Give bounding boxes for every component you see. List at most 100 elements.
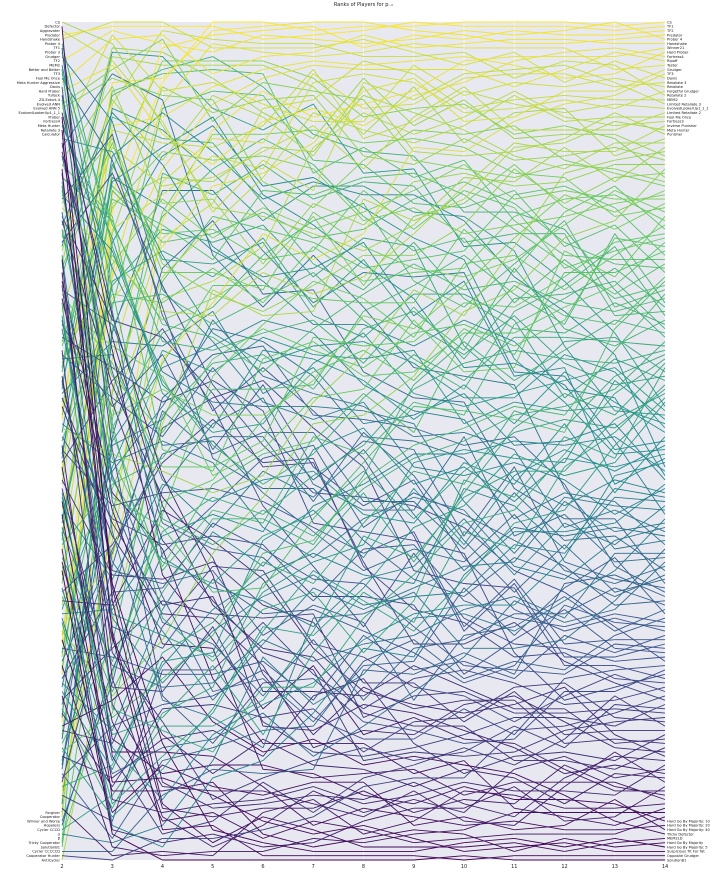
player-rank-line [61,233,666,434]
player-label: Cooperator Hunter [26,854,60,858]
player-label: Forgetful Grudger [667,89,699,93]
player-rank-line [61,138,666,429]
player-rank-line [61,565,666,744]
player-rank-line [61,272,666,848]
player-rank-line [61,216,666,701]
player-label: MEM2LD [667,837,683,841]
player-rank-line [61,125,666,433]
player-label: Aggravater [40,29,61,33]
player-rank-line [61,656,666,835]
player-rank-line [61,501,666,844]
player-label: α [58,832,61,836]
player-rank-line [61,21,666,420]
player-rank-line [61,479,665,736]
player-rank-line [61,354,666,788]
player-rank-line [61,38,666,183]
player-rank-line [61,194,666,433]
x-axis-ticks: 2 3 4 5 6 7 8 9 10 11 12 13 14 [60,864,668,870]
x-tick-label: 11 [511,864,517,870]
player-label: Opposite Grudger [667,854,700,858]
player-rank-line [61,185,666,848]
player-rank-line [61,186,666,723]
player-rank-line [61,445,666,813]
player-rank-line [61,422,666,581]
player-rank-line [61,73,666,627]
player-rank-line [61,522,666,679]
player-rank-line [62,574,666,852]
player-rank-line [61,212,666,749]
player-rank-line [61,86,666,658]
player-rank-line [61,116,666,455]
player-label: CS [667,20,673,24]
player-rank-line [61,393,666,831]
player-rank-line [61,163,666,364]
x-tick-label: 10 [461,864,467,870]
player-rank-line [61,349,666,663]
player-rank-line [61,289,666,584]
player-rank-line [61,21,666,62]
player-label: Retaliate [667,85,684,89]
player-rank-line [61,47,666,745]
player-rank-line [61,444,666,826]
player-rank-line [61,181,666,541]
player-rank-line [61,245,666,442]
player-label: Hard Prober [39,89,61,93]
x-tick-label: 4 [161,864,164,870]
player-label: Forgiver [45,811,60,815]
player-rank-line [61,155,666,628]
player-label: SolutionB1 [667,858,686,862]
player-rank-line [61,220,666,744]
player-rank-line [61,129,665,861]
player-label: Tricky Defector [666,832,694,836]
player-rank-line [61,69,666,511]
player-rank-line [61,172,666,347]
player-rank-line [61,548,666,848]
player-rank-line [61,47,666,166]
player-rank-line [61,315,666,658]
player-label: Suspicious Tit For Tat [667,850,705,854]
player-rank-line [61,436,666,732]
player-rank-line [61,427,666,615]
player-label: Prober 4 [667,38,683,42]
x-tick-label: 13 [612,864,618,870]
player-rank-line [61,431,666,705]
player-label: Predator [667,33,683,37]
player-label: Cooperator [40,815,61,819]
player-label: Meta Hunter [38,124,61,128]
player-rank-line [61,151,665,792]
left-player-labels: CSDefectorAggravaterPredatorHandshakePro… [17,20,61,862]
player-label: Winner and Worse [27,819,61,823]
player-rank-line [61,336,666,610]
player-rank-line [61,345,666,761]
player-rank-line [61,229,666,585]
player-label: TF2 [666,29,674,33]
player-label: Tester [666,63,678,67]
player-rank-line [61,172,666,662]
player-label: Prober 4 [45,42,61,46]
player-label: Limited Retaliate 2 [667,111,701,115]
player-rank-line [61,320,666,701]
player-rank-line [61,30,666,213]
player-label: Handshake [40,38,61,42]
player-rank-line [61,514,665,852]
player-rank-line [61,350,666,835]
rank-lines [61,21,666,861]
player-rank-line [61,410,666,662]
player-rank-line [61,185,666,580]
player-rank-line [61,384,666,736]
player-rank-line [61,73,666,550]
player-rank-line [61,190,666,804]
player-label: TF1 [52,46,60,50]
player-rank-line [61,194,666,403]
player-label: AntiCycler [42,858,61,862]
player-rank-line [61,21,666,40]
player-label: Fool Me Once [667,115,692,119]
x-tick-label: 6 [261,864,264,870]
x-tick-label: 9 [412,864,415,870]
player-rank-line [61,570,665,861]
player-rank-line [61,324,666,632]
player-rank-line [61,125,666,317]
player-rank-line [61,665,666,831]
player-rank-line [61,527,665,688]
player-label: Hard Go By Majority: 5 [667,845,708,849]
